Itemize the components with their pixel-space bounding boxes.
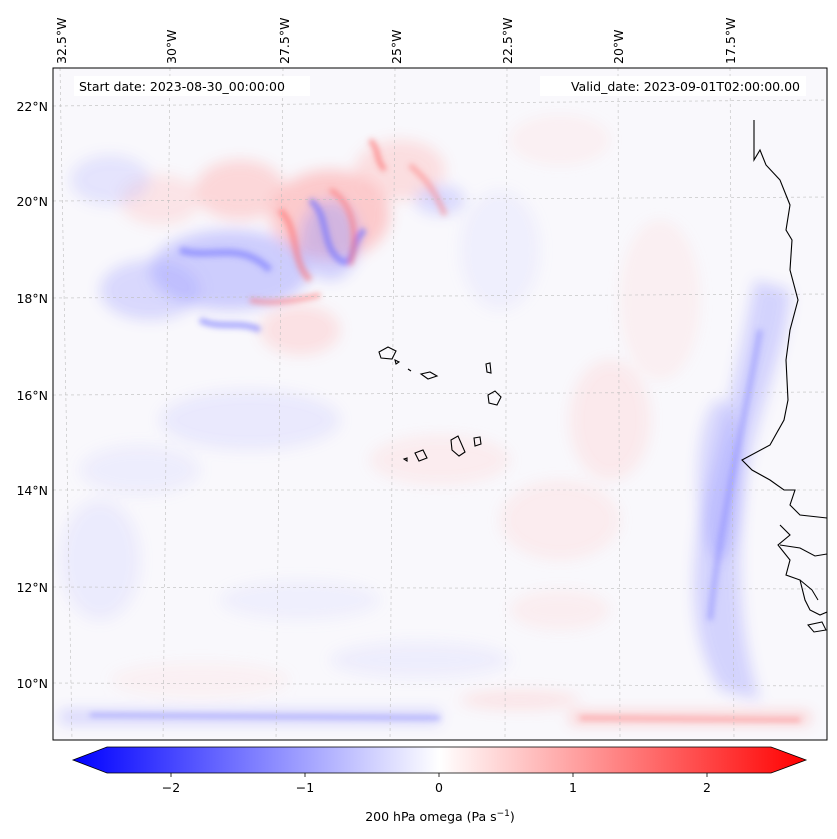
latitude-labels: 22°N 20°N 18°N 16°N 14°N 12°N 10°N	[16, 99, 48, 691]
map-panel: Start date: 2023-08-30_00:00:00 Valid_da…	[52, 67, 828, 741]
lon-label-17.5W: 17.5°W	[723, 18, 738, 64]
lon-label-22.5W: 22.5°W	[500, 18, 515, 64]
colorbar: −2 −1 0 1 2 200 hPa omega (Pa s−1)	[71, 746, 808, 824]
map-frame	[52, 67, 828, 741]
lon-label-32.5W: 32.5°W	[54, 18, 69, 64]
lat-label-16N: 16°N	[16, 388, 48, 403]
colorbar-tick-0: 0	[435, 780, 443, 795]
start-date-label: Start date: 2023-08-30_00:00:00	[79, 79, 285, 94]
colorbar-tick-minus1: −1	[296, 780, 314, 795]
lat-label-20N: 20°N	[16, 194, 48, 209]
valid-date-label: Valid_date: 2023-09-01T02:00:00.00	[571, 79, 800, 94]
africa-coastline	[741, 120, 827, 616]
colorbar-ticks	[170, 773, 708, 777]
cape-verde-islands	[378, 346, 502, 463]
graticule	[53, 68, 827, 740]
colorbar-tick-2: 2	[703, 780, 711, 795]
lat-label-10N: 10°N	[16, 676, 48, 691]
colorbar-bar	[71, 746, 808, 774]
africa-coast-detail	[779, 544, 827, 633]
lat-label-14N: 14°N	[16, 483, 48, 498]
valid-date-box	[540, 76, 806, 96]
colorbar-tick-minus2: −2	[162, 780, 180, 795]
omega-field	[53, 68, 827, 740]
lon-label-20W: 20°W	[611, 29, 626, 64]
lon-label-27.5W: 27.5°W	[277, 18, 292, 64]
lon-label-30W: 30°W	[164, 29, 179, 64]
start-date-box	[74, 76, 310, 96]
longitude-labels: 32.5°W 30°W 27.5°W 25°W 22.5°W 20°W 17.5…	[54, 18, 738, 64]
lon-label-25W: 25°W	[389, 29, 404, 64]
lat-label-22N: 22°N	[16, 99, 48, 114]
colorbar-tick-1: 1	[569, 780, 577, 795]
lat-label-18N: 18°N	[16, 291, 48, 306]
lat-label-12N: 12°N	[16, 580, 48, 595]
colorbar-title: 200 hPa omega (Pa s−1)	[365, 809, 515, 824]
